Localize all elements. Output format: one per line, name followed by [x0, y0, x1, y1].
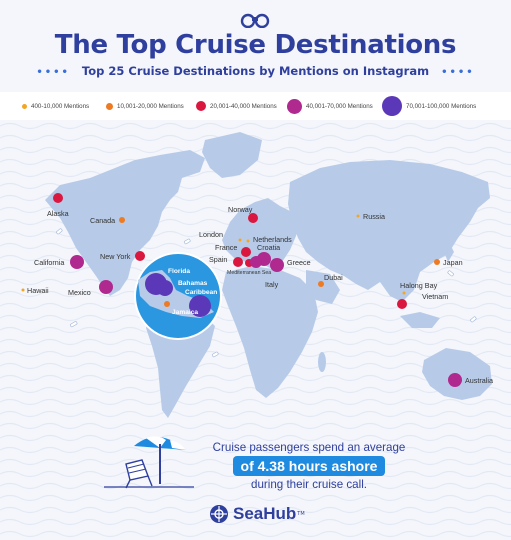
marker-halong-bay: [402, 291, 406, 295]
fact-line-3: during their cruise call.: [251, 478, 367, 491]
marker-mexico: [99, 280, 113, 294]
north-america: [45, 150, 205, 296]
label-canada: Canada: [90, 216, 116, 225]
label-mediterranean-sea: Mediterranean Sea: [227, 270, 272, 276]
label-london: London: [199, 230, 223, 239]
label-greece: Greece: [287, 258, 311, 267]
label-australia: Australia: [465, 376, 493, 385]
marker-dubai: [318, 281, 324, 287]
label-dubai: Dubai: [324, 273, 343, 282]
label-russia: Russia: [363, 212, 385, 221]
subtitle-dots-right: ••••: [441, 67, 475, 78]
ship-decorations: [56, 228, 477, 358]
brand-name: SeaHub: [233, 504, 297, 523]
madagascar: [318, 352, 326, 372]
label-vietnam: Vietnam: [422, 292, 449, 301]
marker-norway: [248, 213, 258, 223]
marker-california: [70, 255, 84, 269]
marker-russia: [356, 214, 360, 218]
label-california: California: [34, 258, 65, 267]
ship-icon: [69, 321, 78, 328]
marker-caribbean: [189, 295, 211, 317]
label-new-york: New York: [100, 252, 131, 261]
brand-tm: TM: [297, 511, 305, 517]
greenland: [202, 132, 262, 178]
marker-netherlands: [246, 239, 250, 243]
ship-wheel-icon: [210, 505, 228, 523]
japan-island: [444, 244, 454, 262]
legend-dot: [106, 102, 113, 110]
ship-icon: [183, 238, 191, 245]
legend-label: 70,001-100,000 Mentions: [406, 102, 477, 110]
fact-callout: Cruise passengers spend an average of 4.…: [204, 441, 414, 491]
asia: [288, 160, 490, 302]
label-caribbean: Caribbean: [185, 289, 218, 296]
legend-dot: [382, 96, 402, 116]
marker-australia: [448, 373, 462, 387]
label-bahamas: Bahamas: [178, 280, 208, 287]
marker-bahamas: [157, 280, 173, 296]
legend-label: 10,001-20,000 Mentions: [117, 102, 184, 110]
legend-item: 400-10,000 Mentions: [22, 92, 89, 120]
label-croatia: Croatia: [257, 243, 281, 252]
subtitle-dots-left: ••••: [36, 67, 70, 78]
world-map: [21, 132, 492, 418]
brand-logo: SeaHub TM: [209, 504, 305, 524]
label-hawaii: Hawaii: [27, 286, 49, 295]
ship-icon: [211, 351, 219, 358]
subtitle-text: Top 25 Cruise Destinations by Mentions o…: [81, 64, 430, 78]
label-norway: Norway: [228, 205, 253, 214]
subtitle: •••• Top 25 Cruise Destinations by Menti…: [0, 64, 511, 78]
ship-icon: [447, 270, 454, 277]
marker-hawaii: [21, 288, 25, 292]
fact-line-1: Cruise passengers spend an average: [212, 441, 406, 454]
marker-italy: [250, 256, 262, 268]
marker-london: [238, 238, 242, 242]
marker-canada: [119, 217, 125, 223]
beach-umbrella-icon: [104, 436, 194, 489]
label-france: France: [215, 243, 238, 252]
marker-jamaica: [164, 301, 170, 307]
fact-highlight-row: of 4.38 hours ashore: [204, 454, 414, 478]
marker-alaska: [53, 193, 63, 203]
africa: [222, 266, 318, 398]
ship-icon: [470, 316, 477, 323]
marker-new-york: [135, 251, 145, 261]
marker-spain: [233, 257, 243, 267]
legend: 400-10,000 Mentions 10,001-20,000 Mentio…: [0, 92, 511, 120]
marker-france: [241, 247, 251, 257]
ship-icon: [56, 228, 63, 235]
legend-dot: [22, 103, 27, 109]
legend-dot: [196, 101, 206, 111]
label-halong-bay: Halong Bay: [400, 281, 438, 290]
label-spain: Spain: [209, 255, 228, 264]
binoculars-icon: [240, 13, 270, 28]
label-italy: Italy: [265, 280, 279, 289]
legend-label: 20,001-40,000 Mentions: [210, 102, 277, 110]
marker-japan: [434, 259, 440, 265]
legend-item: 20,001-40,000 Mentions: [196, 92, 277, 120]
marker-vietnam: [397, 299, 407, 309]
page-title: The Top Cruise Destinations: [54, 30, 457, 60]
label-florida: Florida: [168, 268, 190, 275]
legend-item: 40,001-70,000 Mentions: [287, 92, 373, 120]
label-mexico: Mexico: [68, 288, 91, 297]
legend-item: 70,001-100,000 Mentions: [382, 92, 476, 120]
legend-label: 400-10,000 Mentions: [31, 102, 90, 110]
legend-dot: [287, 98, 302, 114]
legend-item: 10,001-20,000 Mentions: [106, 92, 184, 120]
uk-island: [232, 222, 240, 234]
arabia: [306, 270, 340, 304]
label-alaska: Alaska: [47, 209, 69, 218]
legend-label: 40,001-70,000 Mentions: [306, 102, 373, 110]
fact-highlight: of 4.38 hours ashore: [232, 456, 386, 476]
marker-greece: [270, 258, 284, 272]
southeast-asia-islands: [400, 312, 440, 328]
label-japan: Japan: [443, 258, 463, 267]
label-jamaica: Jamaica: [172, 309, 199, 316]
label-netherlands: Netherlands: [253, 235, 292, 244]
